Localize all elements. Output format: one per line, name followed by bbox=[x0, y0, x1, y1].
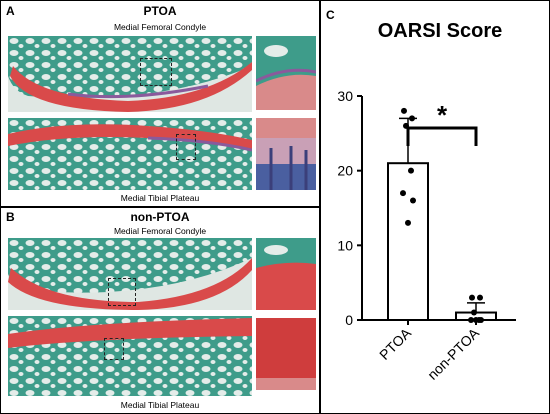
panel-b-letter: B bbox=[6, 210, 15, 224]
panel-b-top-caption: Medial Femoral Condyle bbox=[113, 226, 207, 236]
data-point bbox=[478, 317, 484, 323]
panel-a-femoral-inset bbox=[256, 36, 316, 110]
significance-bracket bbox=[406, 126, 478, 146]
y-tick-label: 30 bbox=[337, 88, 353, 104]
data-point bbox=[410, 197, 416, 204]
panel-a-tibial-micrograph bbox=[8, 118, 252, 190]
panel-a-title: PTOA bbox=[143, 4, 177, 18]
data-point bbox=[477, 294, 483, 301]
data-point bbox=[400, 190, 406, 197]
panel-a-femoral-roi bbox=[140, 58, 172, 86]
panel-b-femoral-micrograph bbox=[8, 238, 252, 310]
significance-star: * bbox=[437, 100, 448, 130]
panel-a-letter: A bbox=[6, 4, 15, 18]
panel-a-top-caption: Medial Femoral Condyle bbox=[113, 22, 207, 32]
y-tick-label: 20 bbox=[337, 163, 353, 179]
data-point bbox=[468, 317, 474, 323]
panel-b-tibial-inset bbox=[256, 318, 316, 390]
x-tick-label: PTOA bbox=[376, 324, 415, 363]
data-point bbox=[469, 294, 475, 301]
panel-b-title: non-PTOA bbox=[130, 210, 190, 224]
y-tick-label: 10 bbox=[337, 237, 353, 253]
panel-a-tibial-roi bbox=[176, 134, 196, 160]
x-tick-label: non-PTOA bbox=[424, 324, 482, 382]
data-point bbox=[401, 107, 407, 114]
panel-b-femoral-inset bbox=[256, 238, 316, 310]
panel-b-bottom-caption: Medial Tibial Plateau bbox=[120, 400, 200, 410]
y-tick-label: 0 bbox=[345, 312, 353, 328]
data-point bbox=[405, 219, 411, 226]
panel-a-frame bbox=[0, 0, 320, 207]
chart-significance: * bbox=[406, 100, 478, 146]
data-point bbox=[408, 167, 414, 174]
panel-a-tibial-inset bbox=[256, 118, 316, 190]
panel-a-bottom-caption: Medial Tibial Plateau bbox=[120, 193, 200, 203]
data-point bbox=[471, 309, 477, 316]
chart-title: OARSI Score bbox=[377, 20, 503, 42]
chart-bars bbox=[387, 117, 497, 321]
panel-b-tibial-roi bbox=[104, 338, 124, 360]
oarsi-bar-chart: 0 10 20 30 PTOA non-PTOA * bbox=[337, 88, 516, 383]
panel-b-tibial-micrograph bbox=[8, 316, 252, 396]
bar-ptoa bbox=[387, 162, 429, 321]
data-point bbox=[409, 115, 415, 122]
panel-a-femoral-micrograph bbox=[8, 36, 252, 112]
panel-c-letter: C bbox=[326, 8, 335, 22]
panel-b-femoral-roi bbox=[108, 278, 136, 306]
chart-points bbox=[400, 107, 484, 323]
